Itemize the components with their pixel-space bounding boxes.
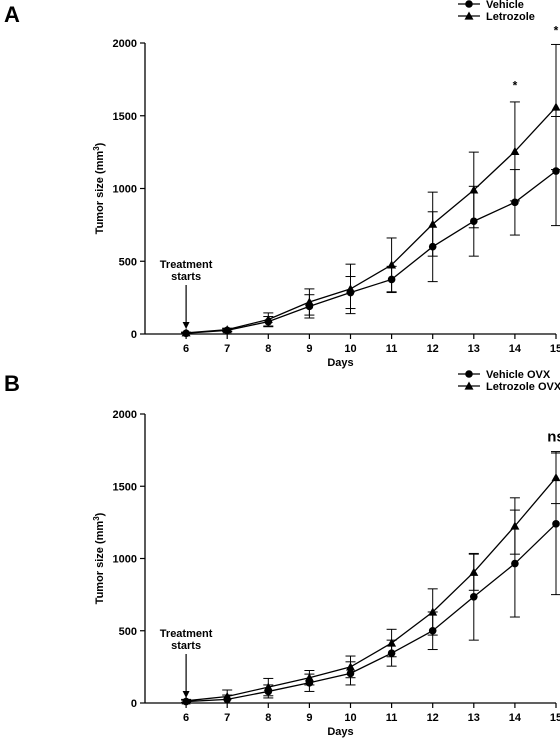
y-tick-label: 1500 <box>113 481 137 493</box>
x-axis-title: Days <box>327 726 353 738</box>
x-tick-label: 7 <box>224 343 230 355</box>
data-point-triangle <box>304 297 314 306</box>
series-vehicle <box>181 115 560 338</box>
y-tick-label: 2000 <box>113 409 137 421</box>
annotation-arrow-head <box>182 691 190 698</box>
y-tick-label: 1500 <box>113 111 137 123</box>
y-axis-title-text: Tumor size (mm <box>94 521 106 605</box>
significance-label: * <box>554 23 559 37</box>
data-point-triangle <box>551 473 560 482</box>
data-point-circle <box>511 559 519 568</box>
y-axis-title-end: ) <box>94 142 106 146</box>
data-point-triangle <box>346 284 355 293</box>
annotation-text: Treatment <box>160 259 213 271</box>
legend-label: Vehicle <box>486 0 524 11</box>
data-point-circle <box>552 520 560 528</box>
data-point-triangle <box>387 260 397 269</box>
data-point-triangle <box>346 662 355 671</box>
x-tick-label: 13 <box>468 343 480 355</box>
data-point-triangle <box>222 691 232 701</box>
series-letrozole <box>181 43 560 337</box>
data-point-triangle <box>263 314 273 324</box>
x-tick-label: 12 <box>427 712 439 724</box>
data-point-triangle <box>428 219 438 228</box>
data-point-triangle <box>304 673 314 682</box>
legend-marker-circle <box>465 0 473 8</box>
significance-label: * <box>513 79 518 93</box>
x-tick-label: 12 <box>427 343 439 355</box>
x-tick-label: 8 <box>265 343 271 355</box>
legend-label: Letrozole <box>486 11 535 23</box>
y-axis-title: Tumor size (mm3) <box>92 512 106 604</box>
data-point-triangle <box>510 146 520 155</box>
data-point-triangle <box>551 102 560 111</box>
y-tick-label: 500 <box>119 626 137 638</box>
data-point-triangle <box>263 682 273 691</box>
y-axis-title-end: ) <box>94 512 106 516</box>
y-axis-title-text: Tumor size (mm <box>94 151 106 235</box>
x-tick-label: 6 <box>183 343 189 355</box>
x-tick-label: 14 <box>509 343 522 355</box>
data-point-circle <box>470 592 478 601</box>
chart-panel-b: B 0 500 1000 1500 2000 6 7 8 9 10 11 12 13 14 15 Days Tum… <box>4 369 560 738</box>
x-axis-title: Days <box>327 357 353 369</box>
annotation-text: starts <box>171 271 201 283</box>
data-point-triangle <box>469 185 479 194</box>
annotation-text: starts <box>171 640 201 652</box>
panel-label: A <box>4 2 20 27</box>
series-vehicle-ovx <box>181 452 560 706</box>
y-tick-label: 1000 <box>113 554 137 566</box>
y-tick-label: 0 <box>131 329 137 341</box>
y-tick-label: 1000 <box>113 184 137 196</box>
data-point-triangle <box>469 567 479 576</box>
data-point-triangle <box>387 638 397 647</box>
annotation-arrow-head <box>182 322 190 329</box>
y-tick-label: 2000 <box>113 38 137 50</box>
x-tick-label: 9 <box>306 343 312 355</box>
x-tick-label: 8 <box>265 712 271 724</box>
y-axis-title-superscript: 3 <box>92 146 101 151</box>
data-point-triangle <box>428 607 438 616</box>
legend-label: Letrozole OVX <box>486 381 560 393</box>
y-axis-title: Tumor size (mm3) <box>92 142 106 234</box>
x-tick-label: 15 <box>550 712 560 724</box>
x-tick-label: 15 <box>550 343 560 355</box>
data-point-triangle <box>510 521 520 530</box>
x-tick-label: 13 <box>468 712 480 724</box>
y-axis-title-superscript: 3 <box>92 516 101 521</box>
series-line <box>186 106 557 334</box>
x-tick-label: 14 <box>509 712 522 724</box>
series-letrozole-ovx <box>181 451 560 705</box>
data-point-triangle <box>181 328 191 337</box>
series-line <box>186 170 557 334</box>
legend-marker-triangle <box>464 11 474 20</box>
data-point-triangle <box>181 696 191 705</box>
y-tick-label: 500 <box>119 256 137 268</box>
series-line <box>186 523 557 703</box>
x-tick-label: 9 <box>306 712 312 724</box>
x-tick-label: 10 <box>344 712 356 724</box>
x-tick-label: 11 <box>386 343 398 355</box>
significance-label: ns <box>547 428 560 445</box>
panel-label: B <box>4 371 20 396</box>
legend-marker-triangle <box>464 381 474 390</box>
x-tick-label: 11 <box>386 712 398 724</box>
legend-label: Vehicle OVX <box>486 369 551 381</box>
y-tick-label: 0 <box>131 698 137 710</box>
x-tick-label: 10 <box>344 343 356 355</box>
legend-marker-circle <box>465 370 473 378</box>
x-tick-label: 7 <box>224 712 230 724</box>
chart-panel-a: A 0 500 1000 1500 2000 6 7 8 9 10 11 12 13 14 15 Days Tum… <box>4 0 560 369</box>
x-tick-label: 6 <box>183 712 189 724</box>
annotation-text: Treatment <box>160 628 213 640</box>
data-point-triangle <box>222 325 232 334</box>
series-line <box>186 477 557 702</box>
